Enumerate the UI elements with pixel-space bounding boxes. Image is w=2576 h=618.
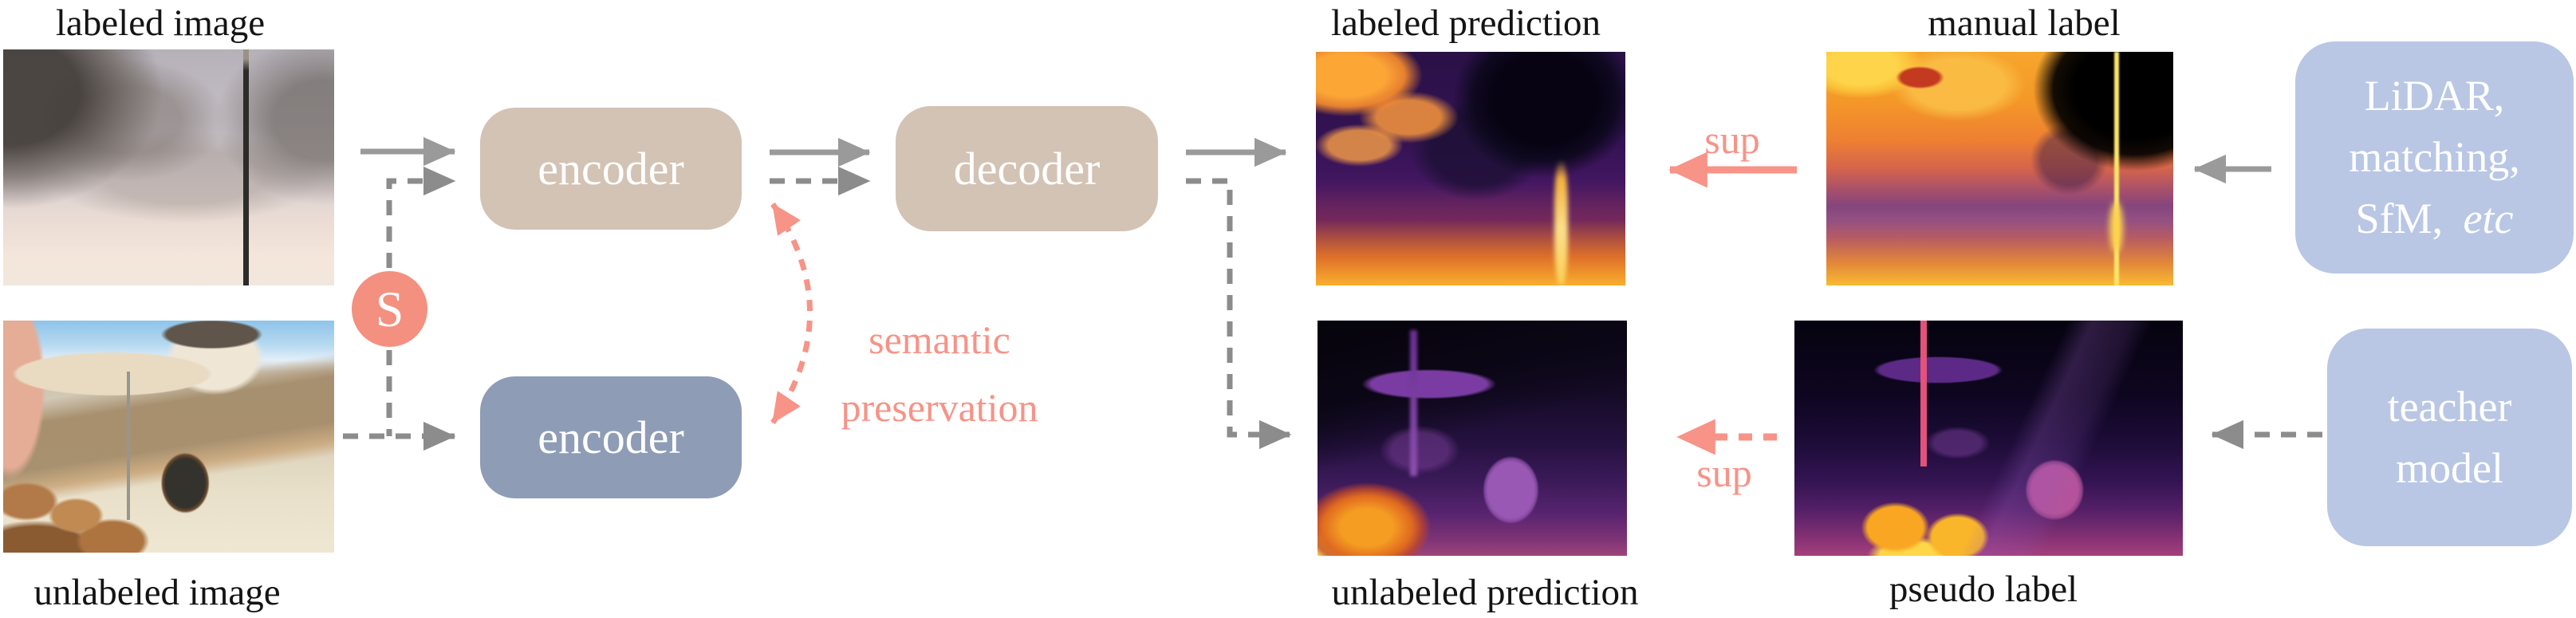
semantic-line2: preservation bbox=[841, 385, 1038, 430]
s-node-label: S bbox=[375, 280, 404, 337]
caption-labeled-prediction: labeled prediction bbox=[1331, 2, 1601, 44]
caption-manual-label: manual label bbox=[1928, 2, 2121, 44]
manual-label-depth-map bbox=[1826, 52, 2173, 285]
labeled-image-photo bbox=[3, 49, 334, 285]
encoder-top-label: encoder bbox=[538, 143, 684, 195]
labeled-prediction-depth-map bbox=[1316, 52, 1625, 285]
etc-italic: etc bbox=[2463, 194, 2514, 242]
pseudo-label-depth-map bbox=[1794, 321, 2183, 556]
unlabeled-prediction-depth-map bbox=[1318, 321, 1627, 556]
unlabeled-image-photo bbox=[3, 321, 334, 553]
sup-label-top: sup bbox=[1704, 117, 1760, 162]
teacher-model-box: teacher model bbox=[2327, 329, 2572, 546]
teacher-line2: model bbox=[2396, 443, 2503, 492]
label-sources-line1: LiDAR, bbox=[2364, 72, 2505, 120]
semantic-preservation-label: semantic preservation bbox=[841, 306, 1038, 442]
caption-unlabeled-prediction: unlabeled prediction bbox=[1331, 572, 1639, 613]
arrow-semantic-preservation-double bbox=[770, 203, 813, 424]
teacher-line1: teacher bbox=[2387, 382, 2512, 431]
style-transfer-s-node: S bbox=[352, 271, 427, 347]
arrow-dashed-s-to-encoder-top bbox=[386, 166, 456, 268]
decoder-box: decoder bbox=[896, 106, 1158, 231]
sup-label-bottom: sup bbox=[1696, 451, 1752, 495]
semantic-line1: semantic bbox=[869, 317, 1010, 362]
caption-pseudo-label: pseudo label bbox=[1889, 569, 2078, 610]
encoder-top-box: encoder bbox=[480, 108, 742, 230]
caption-unlabeled-image: unlabeled image bbox=[33, 572, 281, 613]
decoder-label: decoder bbox=[953, 143, 1101, 195]
label-sources-line2: matching, bbox=[2349, 133, 2520, 182]
arrow-decoder-to-unlabeled-prediction-dashed bbox=[1186, 178, 1292, 450]
caption-labeled-image: labeled image bbox=[55, 2, 266, 44]
label-sources-box: LiDAR, matching, SfM, etc bbox=[2295, 41, 2574, 274]
label-sources-line3: SfM, etc bbox=[2355, 194, 2514, 242]
encoder-bottom-label: encoder bbox=[538, 411, 684, 463]
encoder-bottom-box: encoder bbox=[480, 376, 742, 498]
